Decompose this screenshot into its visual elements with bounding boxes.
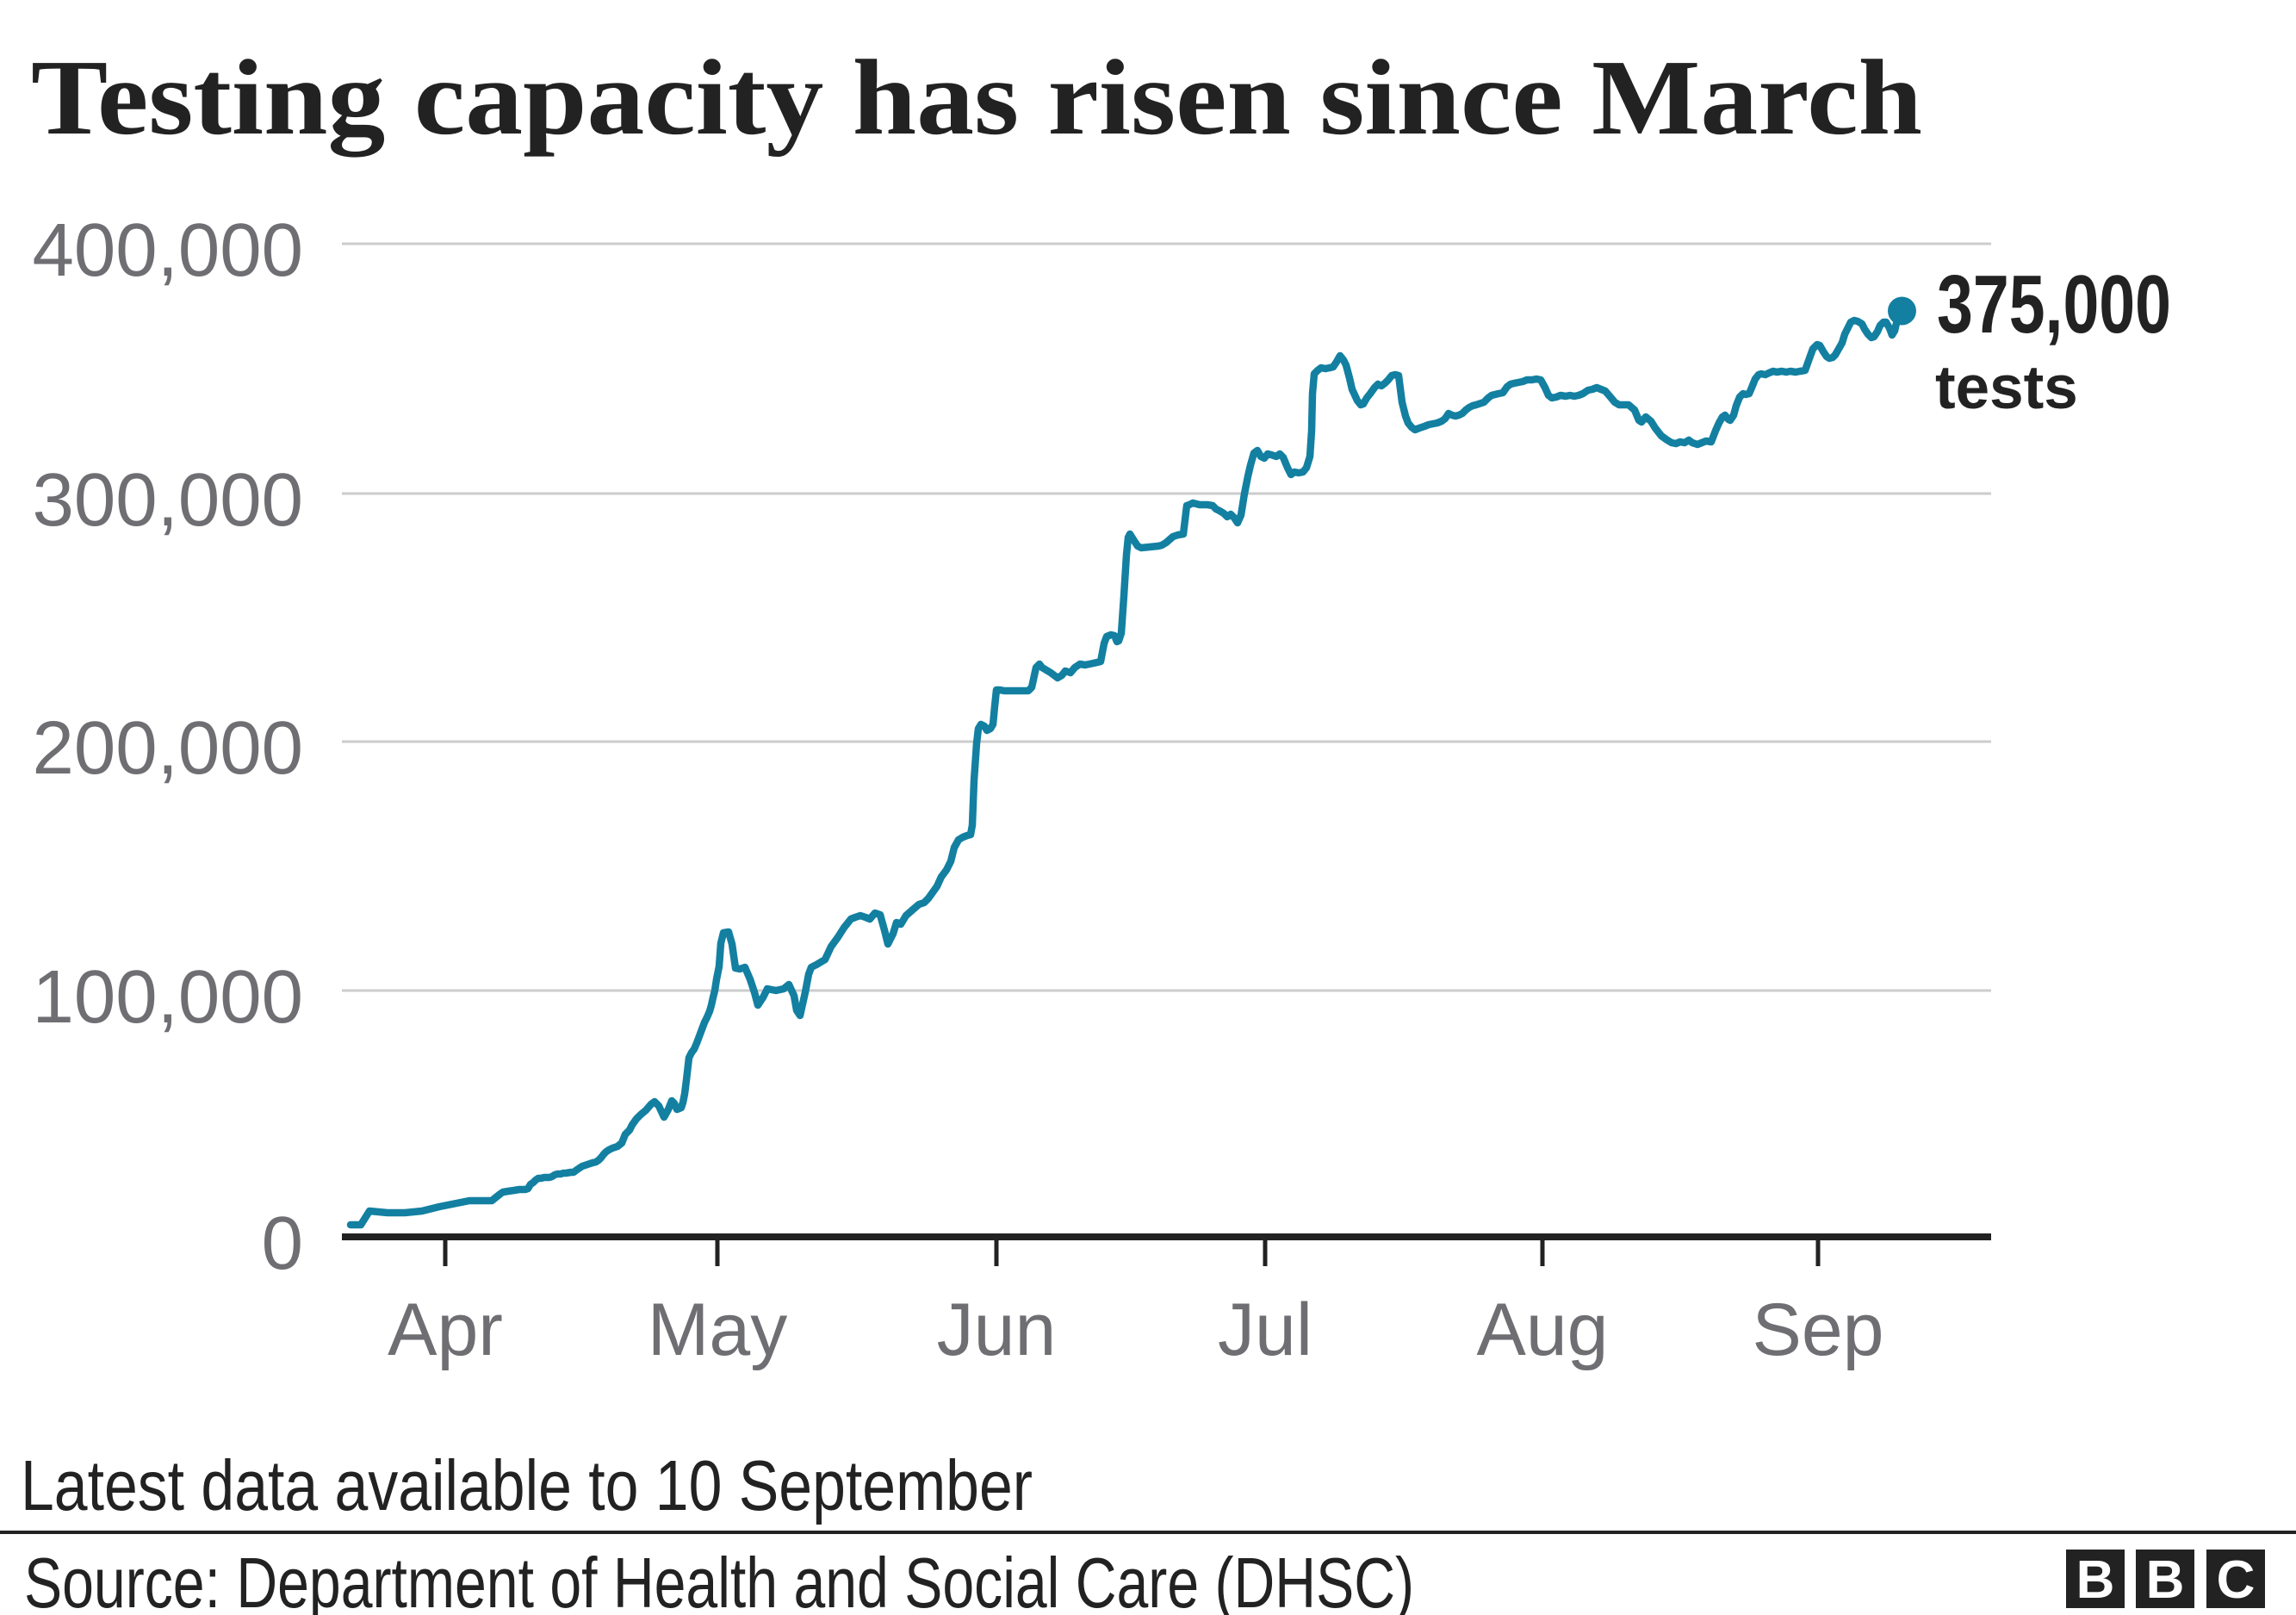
svg-text:B: B [2146,1550,2185,1610]
svg-text:C: C [2217,1550,2256,1610]
svg-text:200,000: 200,000 [33,706,303,790]
svg-text:300,000: 300,000 [33,458,303,542]
svg-text:Sep: Sep [1752,1289,1883,1371]
svg-text:400,000: 400,000 [33,208,303,292]
svg-text:Source: Department of Health a: Source: Department of Health and Social … [24,1543,1414,1615]
svg-text:Latest data available to 10 Se: Latest data available to 10 September [21,1445,1033,1525]
svg-text:May: May [648,1289,787,1371]
svg-text:100,000: 100,000 [33,955,303,1039]
svg-text:0: 0 [262,1202,303,1285]
svg-text:tests: tests [1935,354,2078,422]
svg-text:B: B [2076,1550,2115,1610]
svg-text:375,000: 375,000 [1937,258,2171,351]
svg-text:Testing capacity has risen sin: Testing capacity has risen since March [31,39,1922,158]
svg-text:Apr: Apr [388,1289,503,1371]
svg-text:Jul: Jul [1218,1289,1312,1371]
svg-text:Aug: Aug [1476,1289,1608,1371]
svg-text:Jun: Jun [937,1289,1057,1371]
